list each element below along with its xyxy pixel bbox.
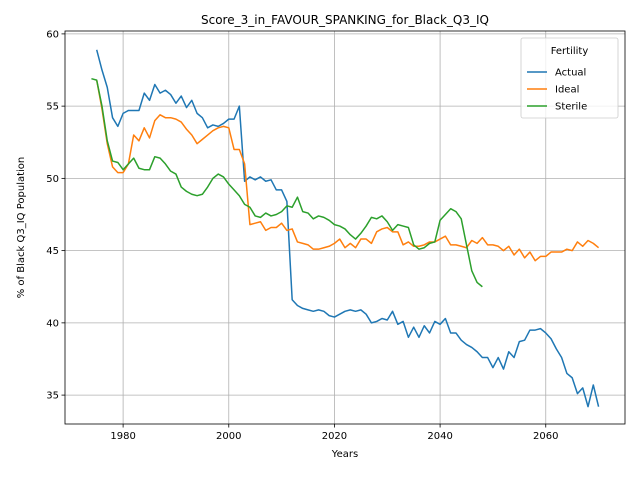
- chart-title: Score_3_in_FAVOUR_SPANKING_for_Black_Q3_…: [201, 13, 489, 27]
- y-tick-label: 50: [46, 174, 59, 185]
- series-line-sterile: [91, 77, 483, 288]
- legend-title: Fertility: [551, 46, 589, 57]
- y-tick-label: 45: [46, 246, 59, 257]
- plot-frame: [64, 30, 626, 425]
- series-layer: [91, 49, 600, 408]
- y-tick-label: 55: [46, 102, 59, 113]
- legend-label-ideal: Ideal: [555, 85, 579, 96]
- legend-label-sterile: Sterile: [555, 102, 587, 113]
- legend: Fertility Actual Ideal Sterile: [520, 37, 619, 119]
- x-axis-label: Years: [331, 449, 358, 460]
- x-tick-label: 2040: [427, 431, 452, 442]
- series-line-ideal: [95, 79, 600, 262]
- x-tick-label: 2060: [533, 431, 558, 442]
- y-tick-label: 35: [46, 391, 59, 402]
- x-tick-label: 2000: [216, 431, 241, 442]
- x-tick-label: 2020: [322, 431, 347, 442]
- legend-label-actual: Actual: [555, 68, 586, 79]
- series-line-actual: [95, 49, 600, 408]
- y-tick-label: 60: [46, 29, 59, 40]
- legend-box: [520, 37, 619, 119]
- ticks: 1980 2000 2020 2040 2060 35 40 45 50 55 60: [46, 29, 558, 442]
- y-tick-label: 40: [46, 318, 59, 329]
- x-tick-label: 1980: [110, 431, 135, 442]
- y-axis-label: % of Black Q3_IQ Population: [16, 157, 27, 299]
